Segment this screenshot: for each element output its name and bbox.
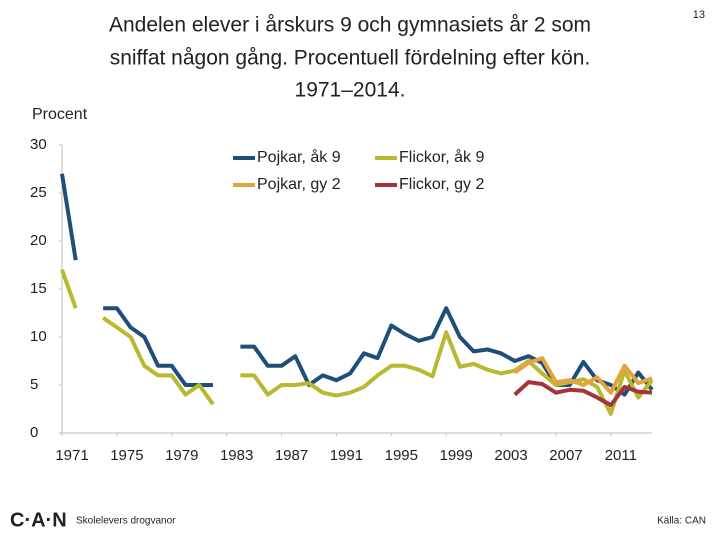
- x-tick-label: 1971: [55, 447, 88, 464]
- chart-title: 1971–2014.: [295, 79, 406, 102]
- series-line: [60, 173, 654, 397]
- chart-title: Andelen elever i årskurs 9 och gymnasiet…: [109, 14, 591, 37]
- y-tick-label: 5: [30, 376, 38, 393]
- chart-title: sniffat någon gång. Procentuell fördelni…: [110, 47, 591, 70]
- series-line: [513, 380, 653, 408]
- y-tick-label: 25: [30, 184, 47, 201]
- y-axis-label: Procent: [32, 106, 88, 123]
- x-tick-label: 1987: [275, 447, 308, 464]
- x-tick-label: 1979: [165, 447, 198, 464]
- footer-text: Skolelevers drogvanor: [76, 516, 176, 527]
- legend-label: Flickor, åk 9: [399, 148, 484, 166]
- x-tick-label: 1999: [439, 447, 472, 464]
- x-tick-label: 1995: [385, 447, 418, 464]
- source: Källa: CAN: [657, 516, 706, 527]
- series-line: [513, 356, 653, 395]
- y-tick-label: 15: [30, 280, 47, 297]
- legend-label: Pojkar, åk 9: [257, 148, 341, 166]
- page-number: 13: [693, 9, 705, 21]
- x-tick-label: 1983: [220, 447, 253, 464]
- y-tick-label: 30: [30, 136, 47, 153]
- legend-label: Pojkar, gy 2: [257, 176, 341, 193]
- logo: C·A·N: [10, 509, 67, 531]
- x-tick-label: 2011: [605, 447, 637, 464]
- y-tick-label: 10: [30, 328, 47, 345]
- x-tick-label: 1991: [330, 447, 363, 464]
- x-tick-label: 1975: [110, 447, 143, 464]
- y-tick-label: 0: [30, 424, 38, 441]
- y-tick-label: 20: [30, 232, 47, 249]
- series-line: [60, 269, 654, 416]
- x-tick-label: 2007: [549, 447, 582, 464]
- x-tick-label: 2003: [494, 447, 527, 464]
- legend-label: Flickor, gy 2: [399, 176, 484, 193]
